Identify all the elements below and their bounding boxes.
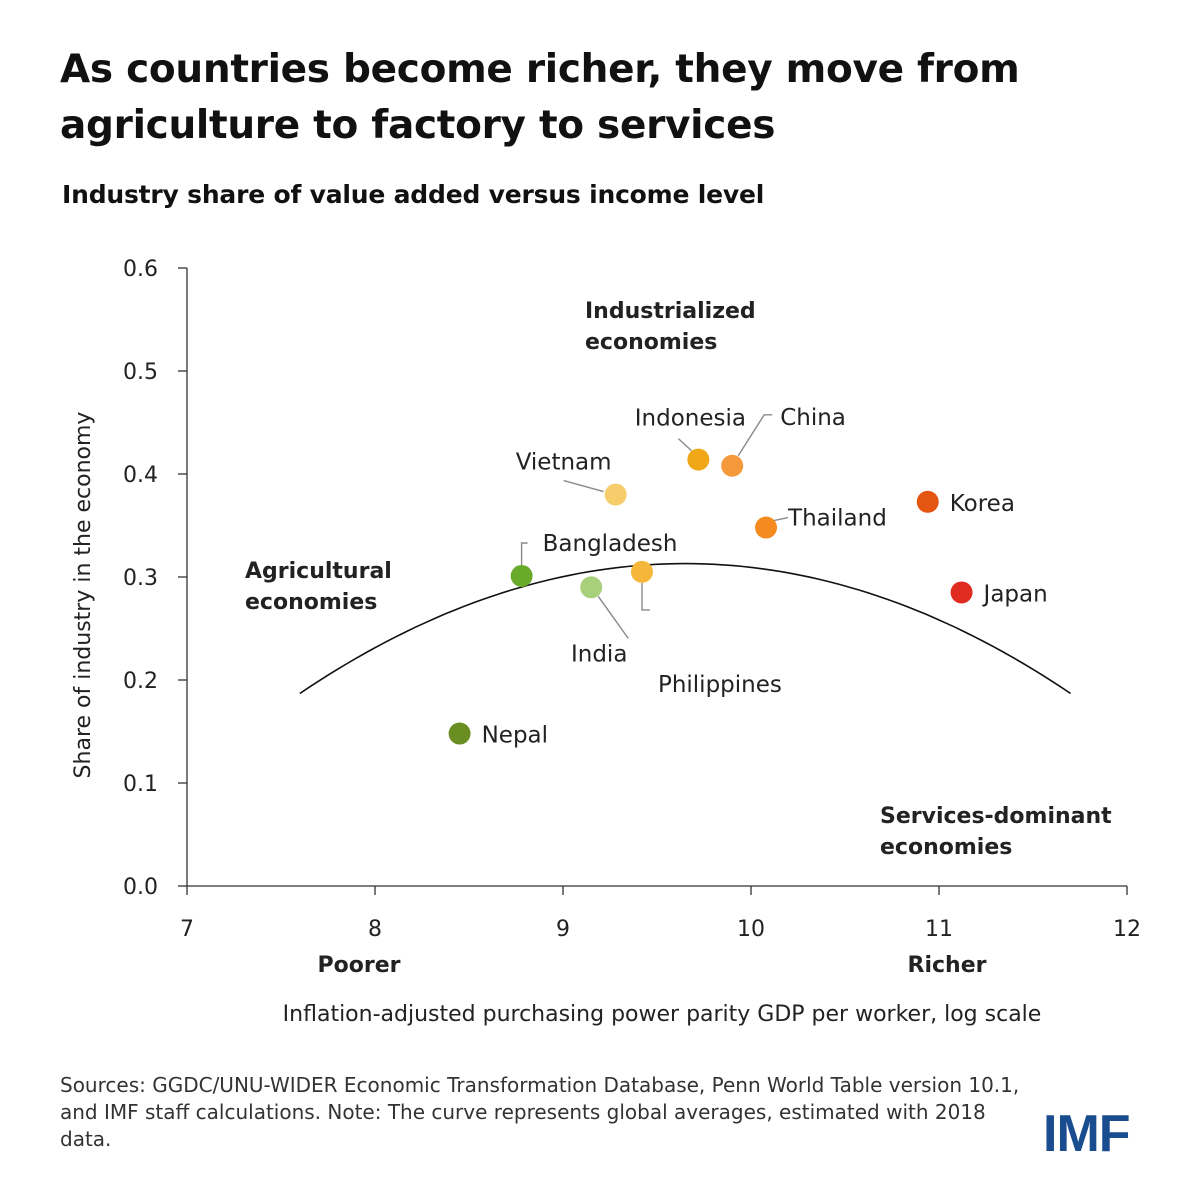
- point-india: [580, 576, 603, 599]
- leader-lines: [520, 414, 789, 639]
- leader-line-bangladesh: [520, 542, 528, 565]
- poorer-label: Poorer: [318, 953, 401, 978]
- point-vietnam: [604, 483, 627, 506]
- annotation-agricultural-line2: economies: [245, 590, 377, 615]
- x-tick-label: 11: [925, 917, 953, 942]
- point-label-china: China: [780, 405, 846, 431]
- x-tick-label: 8: [368, 917, 382, 942]
- leader-line-thailand: [773, 516, 789, 522]
- region-annotations: Industrialized economies Agricultural econo…: [245, 299, 1112, 860]
- point-label-india: India: [571, 641, 627, 667]
- trend-curve: [299, 562, 1072, 695]
- point-labels: Nepal Bangladesh India Vietnam Philippines In…: [482, 405, 1048, 749]
- richer-label: Richer: [908, 953, 987, 978]
- y-tick-label: 0.4: [123, 463, 158, 488]
- point-nepal: [448, 722, 471, 745]
- leader-line-vietnam: [563, 479, 604, 493]
- y-tick-label: 0.6: [123, 257, 158, 282]
- point-thailand: [755, 516, 778, 539]
- point-label-thailand: Thailand: [787, 506, 887, 532]
- point-label-japan: Japan: [982, 581, 1048, 607]
- point-label-philippines: Philippines: [658, 672, 782, 698]
- point-label-korea: Korea: [950, 491, 1015, 517]
- x-tick-label: 12: [1113, 917, 1141, 942]
- x-tick-label: 10: [737, 917, 765, 942]
- y-axis-label: Share of industry in the economy: [71, 412, 96, 779]
- axes: 0.0 0.1 0.2 0.3 0.4 0.5 0.6 7 8 9 10 11 12: [123, 257, 1141, 942]
- data-points: [448, 448, 973, 745]
- point-japan: [950, 581, 973, 604]
- point-china: [721, 454, 744, 477]
- annotation-industrialized-line1: Industrialized: [585, 299, 756, 324]
- chart-subtitle: Industry share of value added versus inc…: [62, 180, 765, 209]
- leader-line-indonesia: [677, 438, 692, 452]
- leader-line-philippines: [641, 582, 650, 611]
- leader-line-india: [597, 595, 629, 639]
- point-label-nepal: Nepal: [482, 723, 548, 749]
- y-tick-label: 0.5: [123, 360, 158, 385]
- y-tick-label: 0.3: [123, 566, 158, 591]
- y-tick-label: 0.1: [123, 772, 158, 797]
- y-tick-label: 0.0: [123, 875, 158, 900]
- x-tick-label: 9: [556, 917, 570, 942]
- point-bangladesh: [510, 564, 533, 587]
- y-tick-label: 0.2: [123, 669, 158, 694]
- annotation-agricultural-line1: Agricultural: [245, 559, 392, 584]
- point-korea: [916, 490, 939, 513]
- annotation-services-line1: Services-dominant: [880, 804, 1112, 829]
- imf-logo: IMF: [1043, 1105, 1131, 1163]
- x-tick-label: 7: [180, 917, 194, 942]
- point-philippines: [630, 560, 653, 583]
- x-axis-label: Inflation-adjusted purchasing power pari…: [283, 1002, 1042, 1027]
- point-label-vietnam: Vietnam: [516, 450, 612, 476]
- annotation-industrialized-line2: economies: [585, 330, 717, 355]
- sources-note: Sources: GGDC/UNU-WIDER Economic Transfo…: [60, 1073, 1020, 1151]
- point-label-indonesia: Indonesia: [635, 406, 746, 432]
- annotation-services-line2: economies: [880, 835, 1012, 860]
- point-label-bangladesh: Bangladesh: [543, 531, 678, 557]
- leader-line-china: [737, 414, 773, 457]
- chart-title: As countries become richer, they move fr…: [60, 47, 1020, 148]
- point-indonesia: [687, 448, 710, 471]
